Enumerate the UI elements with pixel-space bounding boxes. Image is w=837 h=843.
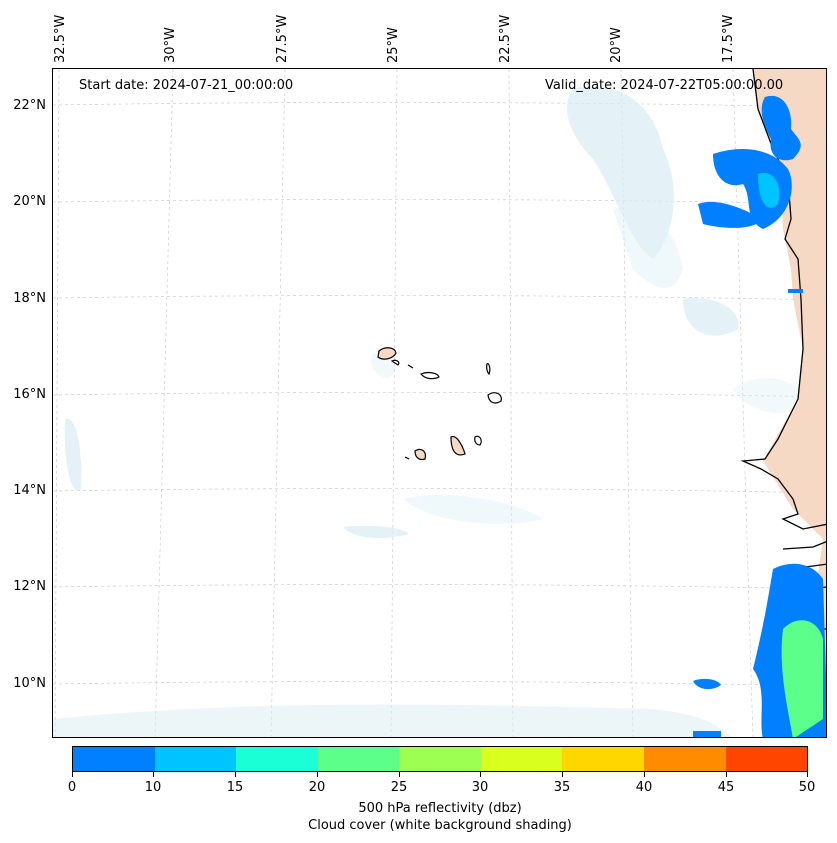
colorbar-segment	[725, 747, 808, 771]
lon-label-32-5w: 32.5°W	[53, 14, 68, 63]
colorbar-tick-label: 25	[390, 780, 408, 795]
cape-verde-islands	[377, 347, 502, 461]
colorbar-segment	[480, 747, 563, 771]
colorbar-tick	[480, 772, 481, 777]
colorbar-tick	[235, 772, 236, 777]
start-date-label: Start date: 2024-07-21_00:00:00	[79, 78, 294, 93]
colorbar-segment	[643, 747, 726, 771]
map-panel	[52, 68, 827, 738]
colorbar-tick	[317, 772, 318, 777]
lon-label-25w: 25°W	[386, 27, 401, 63]
colorbar-tick-label: 30	[471, 780, 489, 795]
gridlines	[53, 69, 826, 737]
colorbar-tick	[399, 772, 400, 777]
colorbar-segment	[317, 747, 400, 771]
colorbar-tick-label: 15	[226, 780, 244, 795]
colorbar-tick-label: 35	[553, 780, 571, 795]
colorbar-tick-label: 50	[798, 780, 816, 795]
lat-label-10n: 10°N	[13, 676, 46, 691]
colorbar-tick	[644, 772, 645, 777]
reflectivity-contours	[693, 95, 826, 737]
lat-label-18n: 18°N	[13, 291, 46, 306]
colorbar-tick-label: 10	[144, 780, 162, 795]
colorbar-tick-label: 40	[635, 780, 653, 795]
colorbar-tick	[562, 772, 563, 777]
map-canvas	[53, 69, 826, 737]
lat-label-20n: 20°N	[13, 194, 46, 209]
lon-label-20w: 20°W	[609, 27, 624, 63]
lon-label-30w: 30°W	[163, 27, 178, 63]
colorbar-segment	[236, 747, 318, 771]
colorbar-segment	[562, 747, 644, 771]
colorbar-tick	[807, 772, 808, 777]
colorbar-title: 500 hPa reflectivity (dbz)	[358, 801, 522, 816]
colorbar-segment	[154, 747, 237, 771]
colorbar-tick	[72, 772, 73, 777]
lon-label-17-5w: 17.5°W	[721, 14, 736, 63]
colorbar-tick	[726, 772, 727, 777]
colorbar-tick-label: 0	[67, 780, 77, 795]
colorbar-subtitle: Cloud cover (white background shading)	[308, 818, 572, 833]
colorbar-tick	[153, 772, 154, 777]
lat-label-14n: 14°N	[13, 483, 46, 498]
colorbar-segment	[73, 747, 155, 771]
lon-label-22-5w: 22.5°W	[498, 14, 513, 63]
colorbar-tick-label: 45	[717, 780, 735, 795]
cloud-cover-shading	[53, 86, 813, 737]
valid-date-label: Valid_date: 2024-07-22T05:00:00.00	[545, 78, 784, 93]
lat-label-22n: 22°N	[13, 98, 46, 113]
colorbar	[72, 746, 808, 772]
colorbar-tick-label: 20	[308, 780, 326, 795]
land-areas	[753, 69, 826, 737]
colorbar-segment	[399, 747, 481, 771]
lat-label-12n: 12°N	[13, 579, 46, 594]
lon-label-27-5w: 27.5°W	[275, 14, 290, 63]
lat-label-16n: 16°N	[13, 387, 46, 402]
